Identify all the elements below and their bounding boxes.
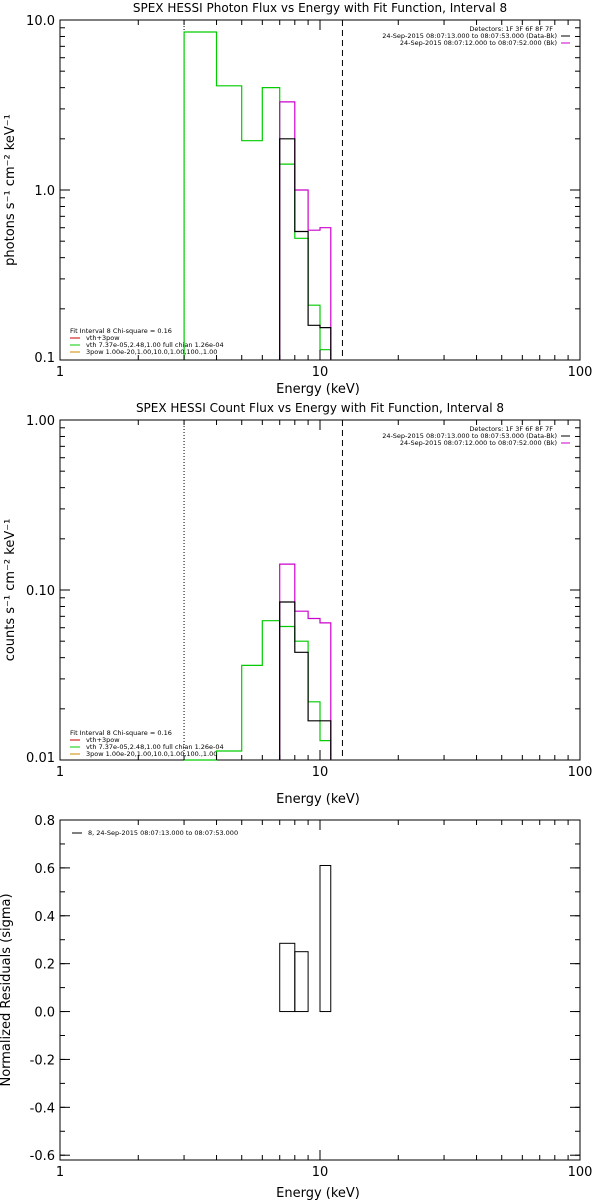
y-tick-label: -0.6 xyxy=(30,1149,55,1164)
legend-item: vth+3pow xyxy=(86,736,120,744)
plot-area xyxy=(183,20,343,360)
legend-item: 3pow 1.00e-20,1.00,10.0,1.00,100.,1.00 xyxy=(86,348,217,356)
legend: Fit Interval 8 Chi-square = 0.16 vth+3po… xyxy=(70,327,224,356)
header-line: 24-Sep-2015 08:07:13.000 to 08:07:53.000… xyxy=(382,432,557,440)
y-axis-label: counts s⁻¹ cm⁻² keV⁻¹ xyxy=(3,519,18,662)
y-tick-label: 0.6 xyxy=(34,862,55,877)
header-line: 24-Sep-2015 08:07:12.000 to 08:07:52.000… xyxy=(400,439,557,447)
y-tick-label: 1.00 xyxy=(26,414,55,429)
legend: 8, 24-Sep-2015 08:07:13.000 to 08:07:53.… xyxy=(72,829,238,837)
panel-photon-flux: SPEX HESSI Photon Flux vs Energy with Fi… xyxy=(3,1,592,397)
chart-title: SPEX HESSI Count Flux vs Energy with Fit… xyxy=(136,401,504,415)
residual-bar xyxy=(319,864,332,1013)
panel-residuals: 1 10 100 -0.6 -0.4 -0.2 0.0 0.2 0.4 0.6 0.8 8, 24-… xyxy=(0,814,592,1200)
x-tick-label: 10 xyxy=(312,1165,329,1180)
x-axis-label: Energy (keV) xyxy=(276,382,360,397)
y-tick-label: 1.0 xyxy=(34,184,55,199)
legend-item: Fit Interval 8 Chi-square = 0.16 xyxy=(70,729,172,737)
legend-item: vth 7.37e-05,2.48,1.00 full chian 1.26e-… xyxy=(86,743,224,751)
legend-item: 8, 24-Sep-2015 08:07:13.000 to 08:07:53.… xyxy=(88,829,238,837)
y-tick-label: 0.01 xyxy=(26,751,55,766)
legend: Fit Interval 8 Chi-square = 0.16 vth+3po… xyxy=(70,729,224,758)
x-axis-label: Energy (keV) xyxy=(276,1186,360,1200)
y-tick-label: 0.4 xyxy=(34,910,55,925)
legend-item: vth+3pow xyxy=(86,334,120,342)
axis-ticks: 1 10 100 -0.6 -0.4 -0.2 0.0 0.2 0.4 0.6 0.8 xyxy=(30,814,593,1180)
y-axis-label: Normalized Residuals (sigma) xyxy=(0,893,14,1086)
legend-item: 3pow 1.00e-20,1.00,10.0,1.00,100.,1.00 xyxy=(86,750,217,758)
x-tick-label: 100 xyxy=(568,1165,593,1180)
header-line: Detectors: 1F 3F 6F 8F 7F xyxy=(469,425,553,433)
plot-area xyxy=(279,864,332,1013)
histogram-series xyxy=(184,620,332,761)
plot-area xyxy=(183,420,343,761)
histogram-series xyxy=(183,31,332,360)
legend-item: Fit Interval 8 Chi-square = 0.16 xyxy=(70,327,172,335)
header-line: 24-Sep-2015 08:07:13.000 to 08:07:53.000… xyxy=(382,32,557,40)
y-tick-label: 0.2 xyxy=(34,958,55,973)
histogram-series xyxy=(279,101,332,360)
header-line: Detectors: 1F 3F 6F 8F 7F xyxy=(469,25,553,33)
y-tick-label: 0.8 xyxy=(34,814,55,829)
header-line: 24-Sep-2015 08:07:12.000 to 08:07:52.000… xyxy=(400,39,557,47)
y-tick-label: 10.0 xyxy=(26,14,55,29)
y-tick-label: 0.1 xyxy=(34,351,55,366)
detector-header: Detectors: 1F 3F 6F 8F 7F 24-Sep-2015 08… xyxy=(382,25,570,47)
legend-item: vth 7.37e-05,2.48,1.00 full chian 1.26e-… xyxy=(86,341,224,349)
panel-count-flux: SPEX HESSI Count Flux vs Energy with Fit… xyxy=(3,401,592,807)
x-tick-label: 100 xyxy=(568,765,593,780)
axis-ticks: 1 10 100 0.01 0.10 1.00 xyxy=(26,414,592,780)
chart-title: SPEX HESSI Photon Flux vs Energy with Fi… xyxy=(133,1,507,15)
y-axis-label: photons s⁻¹ cm⁻² keV⁻¹ xyxy=(3,114,18,266)
x-tick-label: 10 xyxy=(312,365,329,380)
histogram-series xyxy=(279,138,332,360)
x-tick-label: 1 xyxy=(56,765,64,780)
x-tick-label: 1 xyxy=(56,1165,64,1180)
y-tick-label: 0.10 xyxy=(26,584,55,599)
x-axis-label: Energy (keV) xyxy=(276,792,360,807)
axis-ticks: 1 10 100 0.1 1.0 10.0 xyxy=(26,14,592,380)
histogram-series xyxy=(279,563,332,760)
x-tick-label: 100 xyxy=(568,365,593,380)
y-tick-label: 0.0 xyxy=(34,1006,55,1021)
detector-header: Detectors: 1F 3F 6F 8F 7F 24-Sep-2015 08… xyxy=(382,425,570,447)
y-tick-label: -0.2 xyxy=(30,1053,55,1068)
x-tick-label: 10 xyxy=(312,765,329,780)
x-tick-label: 1 xyxy=(56,365,64,380)
histogram-series xyxy=(279,601,332,760)
residual-bar xyxy=(279,942,296,1013)
residual-bar xyxy=(294,951,309,1013)
y-tick-label: -0.4 xyxy=(30,1101,55,1116)
